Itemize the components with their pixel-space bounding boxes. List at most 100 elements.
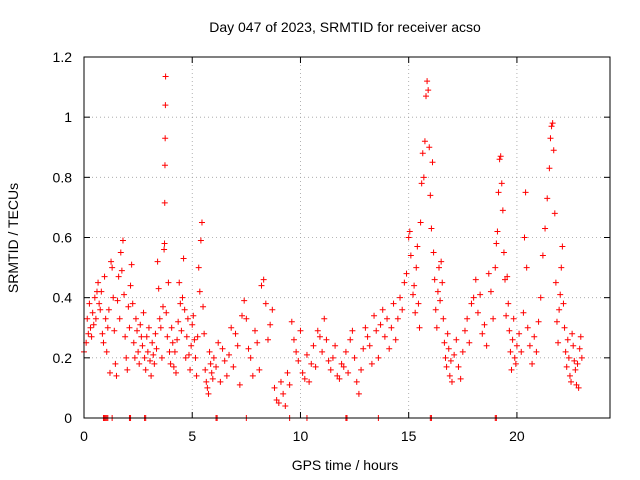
data-point [181, 306, 188, 313]
data-point [507, 348, 514, 355]
data-point [557, 291, 564, 298]
data-point [129, 300, 136, 307]
data-point [539, 252, 546, 259]
data-point [258, 282, 265, 289]
data-point [148, 372, 155, 379]
data-point [155, 285, 162, 292]
data-point [143, 333, 150, 340]
data-point [448, 378, 455, 385]
data-point [399, 306, 406, 313]
data-point [437, 297, 444, 304]
data-point [142, 366, 149, 373]
data-point [411, 282, 418, 289]
data-point [479, 330, 486, 337]
data-point [192, 354, 199, 361]
data-point [243, 315, 250, 322]
data-point [421, 138, 428, 145]
data-point [510, 315, 517, 322]
data-point [115, 273, 122, 280]
data-point [284, 369, 291, 376]
data-point [360, 345, 367, 352]
data-point [135, 348, 142, 355]
data-point [101, 273, 108, 280]
data-point [571, 357, 578, 364]
data-point [213, 363, 220, 370]
data-point [208, 369, 215, 376]
data-point [187, 366, 194, 373]
data-point [103, 348, 110, 355]
data-point [511, 354, 518, 361]
data-point [158, 354, 165, 361]
data-point [407, 252, 414, 259]
data-point [418, 180, 425, 187]
data-point [576, 345, 583, 352]
data-point [138, 333, 145, 340]
data-point [139, 342, 146, 349]
data-point [112, 360, 119, 367]
data-point [256, 366, 263, 373]
x-tick-label: 15 [401, 428, 417, 444]
data-point [379, 306, 386, 313]
data-point [189, 321, 196, 328]
data-point [102, 315, 109, 322]
data-point [426, 144, 433, 151]
data-point [109, 264, 116, 271]
data-point [128, 261, 135, 268]
data-point [516, 330, 523, 337]
data-point [447, 357, 454, 364]
data-point [249, 372, 256, 379]
data-point [96, 300, 103, 307]
data-point [405, 234, 412, 241]
data-point [84, 315, 91, 322]
data-point [254, 339, 261, 346]
data-point [183, 333, 190, 340]
data-point [185, 351, 192, 358]
data-point [568, 378, 575, 385]
data-point [125, 303, 132, 310]
data-point [147, 357, 154, 364]
data-point [512, 360, 519, 367]
data-point [193, 372, 200, 379]
data-point [577, 333, 584, 340]
data-point [97, 306, 104, 313]
data-point [308, 360, 315, 367]
data-point [414, 243, 421, 250]
data-point [207, 360, 214, 367]
data-point [368, 360, 375, 367]
data-point [290, 336, 297, 343]
data-point [353, 378, 360, 385]
data-point [575, 384, 582, 391]
data-point [194, 333, 201, 340]
data-point [201, 330, 208, 337]
data-point [230, 363, 237, 370]
data-point [503, 312, 510, 319]
data-point [560, 300, 567, 307]
plot-frame [83, 56, 611, 419]
data-point [205, 390, 212, 397]
data-point [381, 333, 388, 340]
data-point [204, 384, 211, 391]
data-point [415, 300, 422, 307]
data-point [295, 357, 302, 364]
data-point [260, 276, 267, 283]
data-point [171, 348, 178, 355]
data-point [190, 312, 197, 319]
data-point [481, 321, 488, 328]
data-point [262, 300, 269, 307]
data-point [355, 390, 362, 397]
data-point [282, 402, 289, 409]
data-point [390, 300, 397, 307]
data-point [221, 357, 228, 364]
data-point [226, 351, 233, 358]
data-point [547, 135, 554, 142]
data-point [98, 288, 105, 295]
data-point [301, 375, 308, 382]
data-point [347, 336, 354, 343]
data-point [118, 267, 125, 274]
data-point [104, 324, 111, 331]
data-point [338, 360, 345, 367]
data-point [417, 219, 424, 226]
data-point [175, 318, 182, 325]
data-point [215, 339, 222, 346]
data-point [122, 333, 129, 340]
